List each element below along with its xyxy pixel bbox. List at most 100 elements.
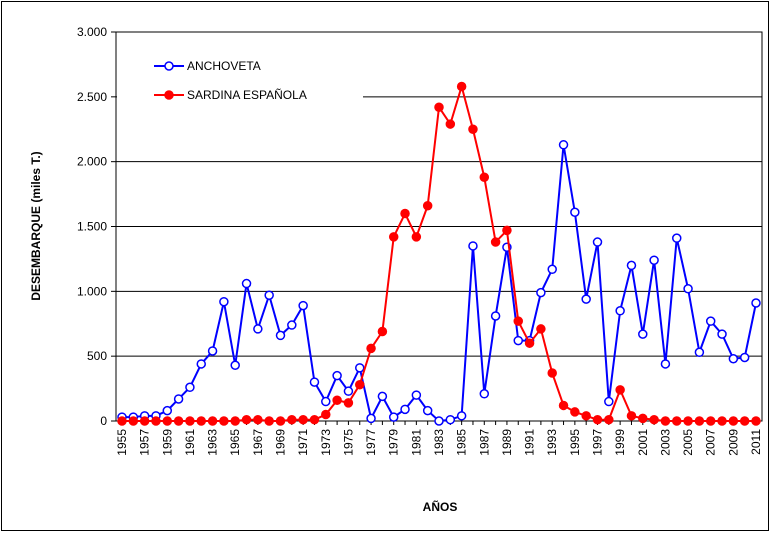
data-point	[739, 352, 750, 363]
x-tick-label: 1963	[206, 429, 220, 456]
data-point	[468, 124, 478, 134]
data-point	[683, 416, 693, 426]
data-point	[739, 416, 750, 426]
x-tick-label: 1961	[183, 429, 197, 456]
data-point	[536, 324, 546, 334]
data-point	[377, 326, 388, 337]
x-tick-label: 2011	[749, 429, 763, 455]
data-point	[162, 405, 173, 416]
data-point	[705, 316, 716, 326]
x-tick-label: 1993	[545, 429, 559, 456]
data-point	[366, 413, 376, 424]
x-axis-title: AÑOS	[423, 499, 458, 514]
data-point	[536, 287, 546, 298]
data-point	[287, 414, 297, 425]
data-point	[570, 207, 580, 217]
x-tick-label: 1965	[228, 429, 242, 456]
x-tick-label: 1995	[568, 429, 582, 456]
data-point	[264, 416, 274, 426]
data-point	[230, 416, 240, 426]
data-point	[332, 395, 342, 406]
legend-label: SARDINA ESPAÑOLA	[187, 88, 307, 102]
data-point	[377, 391, 388, 402]
data-point	[411, 232, 422, 242]
legend-marker	[164, 61, 174, 71]
data-point	[456, 411, 467, 421]
x-tick-label: 1999	[613, 429, 627, 456]
x-tick-label: 2007	[704, 429, 718, 456]
data-point	[672, 233, 682, 243]
data-point	[264, 290, 274, 300]
x-tick-label: 1955	[115, 429, 129, 456]
data-point	[400, 208, 410, 219]
data-point	[241, 414, 252, 425]
x-tick-label: 2001	[636, 429, 650, 456]
data-point	[139, 416, 150, 426]
data-point	[547, 264, 557, 275]
data-point	[219, 416, 229, 426]
x-tick-label: 1987	[477, 429, 491, 456]
data-point	[592, 414, 603, 425]
data-point	[207, 416, 218, 426]
data-point	[615, 385, 625, 395]
data-point	[298, 414, 308, 425]
data-point	[751, 416, 761, 426]
data-point	[343, 386, 354, 396]
data-point	[298, 300, 308, 311]
data-point	[128, 416, 139, 426]
data-point	[558, 140, 569, 150]
data-point	[751, 298, 761, 308]
x-tick-label: 1989	[500, 429, 514, 456]
data-point	[321, 396, 331, 407]
data-point	[456, 81, 467, 92]
data-point	[660, 416, 671, 426]
data-point	[321, 409, 331, 420]
legend-box	[117, 48, 363, 110]
data-point	[558, 400, 569, 411]
data-point	[649, 255, 659, 265]
data-point	[253, 414, 263, 425]
y-tick-label: 2.000	[77, 155, 107, 169]
data-point	[626, 411, 637, 421]
x-tick-label: 1971	[296, 429, 310, 456]
data-point	[207, 346, 218, 356]
data-point	[400, 404, 410, 415]
data-point	[173, 394, 184, 404]
data-point	[683, 283, 693, 294]
data-point	[570, 407, 580, 417]
data-point	[626, 260, 637, 271]
y-axis-title: DESEMBARQUE (miles T.)	[29, 151, 43, 300]
y-tick-label: 1.500	[77, 220, 107, 234]
data-point	[445, 119, 456, 129]
data-point	[366, 343, 376, 354]
legend-label: ANCHOVETA	[187, 59, 261, 73]
data-point	[117, 416, 127, 426]
data-point	[219, 296, 229, 307]
data-point	[604, 414, 614, 425]
data-point	[604, 396, 614, 407]
data-point	[502, 225, 512, 236]
data-point	[388, 232, 399, 242]
data-point	[717, 329, 727, 339]
x-tick-label: 1979	[387, 429, 401, 456]
x-tick-label: 1969	[274, 429, 288, 456]
x-tick-label: 2005	[681, 429, 695, 456]
data-point	[196, 416, 206, 426]
data-point	[275, 416, 286, 426]
y-tick-label: 0	[100, 414, 107, 428]
data-point	[694, 347, 705, 358]
data-point	[660, 359, 671, 369]
x-tick-label: 1959	[160, 429, 174, 456]
x-tick-label: 1983	[432, 429, 446, 456]
data-point	[422, 405, 433, 416]
data-point	[445, 414, 456, 425]
x-tick-label: 1957	[138, 429, 152, 456]
data-point	[490, 237, 501, 247]
data-point	[581, 294, 591, 304]
data-point	[694, 416, 705, 426]
y-tick-label: 2.500	[77, 90, 107, 104]
data-point	[411, 390, 422, 400]
data-point	[705, 416, 716, 426]
data-point	[615, 306, 625, 316]
